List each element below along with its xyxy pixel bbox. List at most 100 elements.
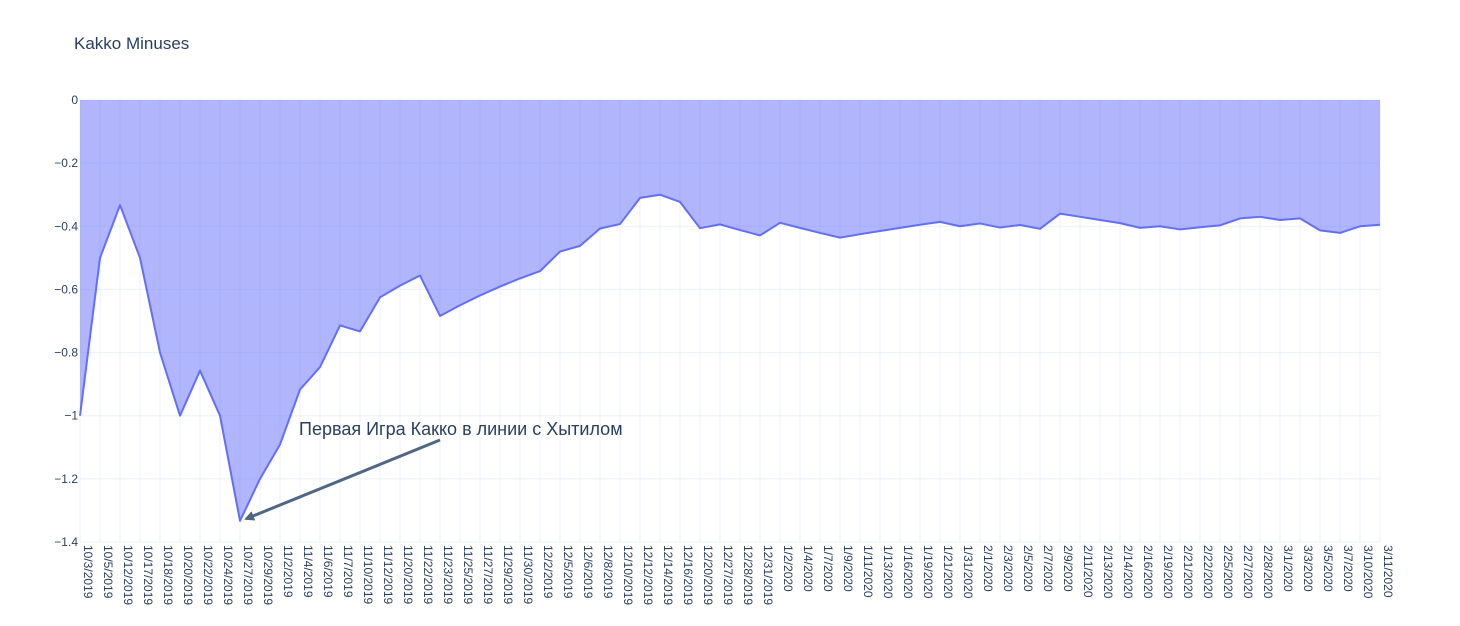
x-tick-label: 2/19/2020 (1161, 545, 1175, 599)
data-point[interactable] (97, 255, 103, 261)
data-point[interactable] (1257, 214, 1263, 220)
y-tick-label: −1.4 (54, 535, 78, 549)
data-point[interactable] (437, 313, 443, 319)
x-tick-label: 1/19/2020 (921, 545, 935, 599)
data-point[interactable] (1177, 226, 1183, 232)
data-point[interactable] (237, 518, 243, 524)
x-tick-label: 11/6/2019 (321, 545, 335, 598)
x-tick-label: 11/4/2019 (301, 545, 315, 598)
x-tick-label: 10/17/2019 (141, 545, 155, 605)
data-point[interactable] (857, 231, 863, 237)
data-point[interactable] (677, 199, 683, 205)
data-point[interactable] (1357, 223, 1363, 229)
x-tick-label: 11/23/2019 (441, 545, 455, 604)
data-point[interactable] (1097, 217, 1103, 223)
x-tick-label: 2/28/2020 (1261, 545, 1275, 599)
data-point[interactable] (177, 413, 183, 419)
data-point[interactable] (497, 284, 503, 290)
data-point[interactable] (737, 227, 743, 233)
data-point[interactable] (477, 292, 483, 298)
data-point[interactable] (317, 364, 323, 370)
data-point[interactable] (1057, 211, 1063, 217)
data-point[interactable] (697, 225, 703, 231)
y-tick-label: 0 (71, 93, 78, 107)
data-point[interactable] (1317, 227, 1323, 233)
x-tick-label: 11/10/2019 (361, 545, 375, 604)
data-point[interactable] (1297, 215, 1303, 221)
data-point[interactable] (137, 255, 143, 261)
data-point[interactable] (797, 225, 803, 231)
x-tick-label: 10/3/2019 (81, 545, 95, 599)
y-tick-label: −0.2 (54, 156, 78, 170)
data-point[interactable] (197, 368, 203, 374)
data-point[interactable] (877, 228, 883, 234)
data-point[interactable] (1277, 217, 1283, 223)
data-point[interactable] (837, 235, 843, 241)
data-point[interactable] (1337, 230, 1343, 236)
data-point[interactable] (1157, 223, 1163, 229)
y-tick-label: −0.4 (54, 219, 78, 233)
data-point[interactable] (1077, 214, 1083, 220)
x-tick-label: 11/20/2019 (401, 545, 415, 604)
data-point[interactable] (277, 441, 283, 447)
x-tick-label: 11/29/2019 (501, 545, 515, 604)
data-point[interactable] (297, 387, 303, 393)
data-point[interactable] (1197, 224, 1203, 230)
data-point[interactable] (457, 302, 463, 308)
data-point[interactable] (217, 413, 223, 419)
data-point[interactable] (817, 230, 823, 236)
data-point[interactable] (637, 195, 643, 201)
area-fill (80, 100, 1380, 521)
x-tick-label: 2/11/2020 (1081, 545, 1095, 598)
data-point[interactable] (377, 294, 383, 300)
data-point[interactable] (937, 219, 943, 225)
data-point[interactable] (617, 221, 623, 227)
x-tick-label: 12/10/2019 (621, 545, 635, 605)
x-tick-label: 12/14/2019 (661, 545, 675, 605)
data-point[interactable] (997, 225, 1003, 231)
data-point[interactable] (157, 350, 163, 356)
x-tick-label: 12/20/2019 (701, 545, 715, 605)
annotation: Первая Игра Какко в линии с Хытилом (244, 419, 623, 521)
data-point[interactable] (1137, 225, 1143, 231)
data-point[interactable] (597, 225, 603, 231)
data-point[interactable] (957, 223, 963, 229)
data-point[interactable] (357, 328, 363, 334)
data-point[interactable] (757, 232, 763, 238)
x-tick-label: 1/7/2020 (821, 545, 835, 592)
x-tick-label: 3/3/2020 (1301, 545, 1315, 592)
x-tick-label: 1/11/2020 (861, 545, 875, 598)
data-point[interactable] (117, 202, 123, 208)
data-point[interactable] (777, 220, 783, 226)
x-tick-label: 2/25/2020 (1221, 545, 1235, 599)
y-tick-label: −0.8 (54, 346, 78, 360)
x-tick-label: 10/20/2019 (181, 545, 195, 605)
x-tick-label: 2/22/2020 (1201, 545, 1215, 599)
x-tick-label: 1/31/2020 (961, 545, 975, 599)
data-point[interactable] (1037, 226, 1043, 232)
data-point[interactable] (557, 249, 563, 255)
data-point[interactable] (717, 221, 723, 227)
data-point[interactable] (1217, 222, 1223, 228)
series-line (79, 193, 1381, 522)
x-tick-label: 3/5/2020 (1321, 545, 1335, 592)
data-point[interactable] (977, 220, 983, 226)
data-point[interactable] (577, 243, 583, 249)
data-point[interactable] (417, 273, 423, 279)
data-point[interactable] (537, 268, 543, 274)
x-tick-label: 12/16/2019 (681, 545, 695, 605)
x-tick-label: 11/12/2019 (381, 545, 395, 604)
data-point[interactable] (1377, 222, 1383, 228)
data-point[interactable] (1237, 215, 1243, 221)
data-point[interactable] (917, 222, 923, 228)
data-point[interactable] (1117, 220, 1123, 226)
data-point[interactable] (897, 225, 903, 231)
data-point[interactable] (397, 283, 403, 289)
annotation-arrow (244, 438, 441, 521)
data-point[interactable] (657, 192, 663, 198)
data-point[interactable] (1017, 222, 1023, 228)
data-point[interactable] (337, 322, 343, 328)
data-point[interactable] (257, 476, 263, 482)
data-point[interactable] (517, 275, 523, 281)
